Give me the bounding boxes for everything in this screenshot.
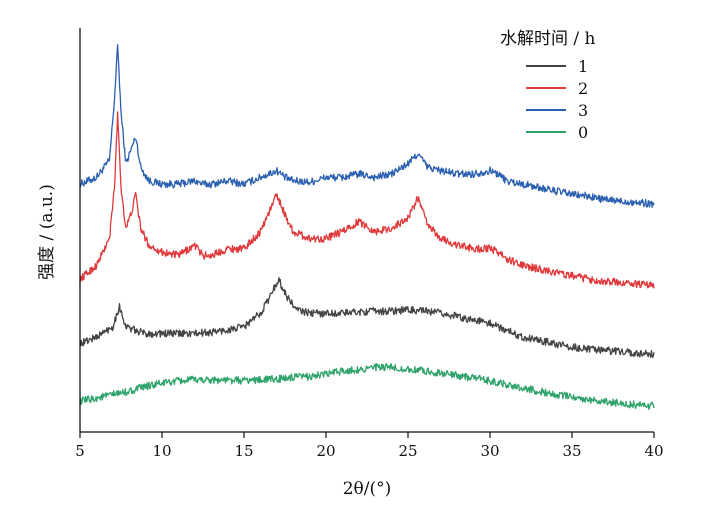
- legend-label-1: 1: [578, 57, 588, 76]
- x-tick-label: 40: [644, 442, 663, 460]
- x-tick-label: 15: [234, 442, 253, 460]
- x-tick-label: 5: [75, 442, 85, 460]
- x-tick-label: 10: [152, 442, 171, 460]
- x-ticks: 5 10 15 20 25 30 35 40: [75, 432, 664, 460]
- legend-label-2: 2: [578, 79, 588, 98]
- legend: 水解时间 / h 1 2 3 0: [500, 29, 596, 142]
- y-axis-label: 强度 / (a.u.): [37, 184, 57, 280]
- legend-title: 水解时间 / h: [500, 29, 596, 49]
- x-tick-label: 30: [480, 442, 499, 460]
- series-line-3: [79, 44, 655, 209]
- plot-lines: [79, 44, 655, 411]
- x-tick-label: 25: [398, 442, 417, 460]
- series-line-2: [79, 111, 655, 289]
- x-axis-label: 2θ/(°): [343, 479, 392, 499]
- series-line-1: [79, 276, 655, 358]
- legend-label-3: 3: [578, 101, 588, 120]
- x-tick-label: 35: [562, 442, 581, 460]
- x-tick-label: 20: [316, 442, 335, 460]
- series-line-0: [79, 363, 655, 411]
- legend-label-0: 0: [578, 123, 588, 142]
